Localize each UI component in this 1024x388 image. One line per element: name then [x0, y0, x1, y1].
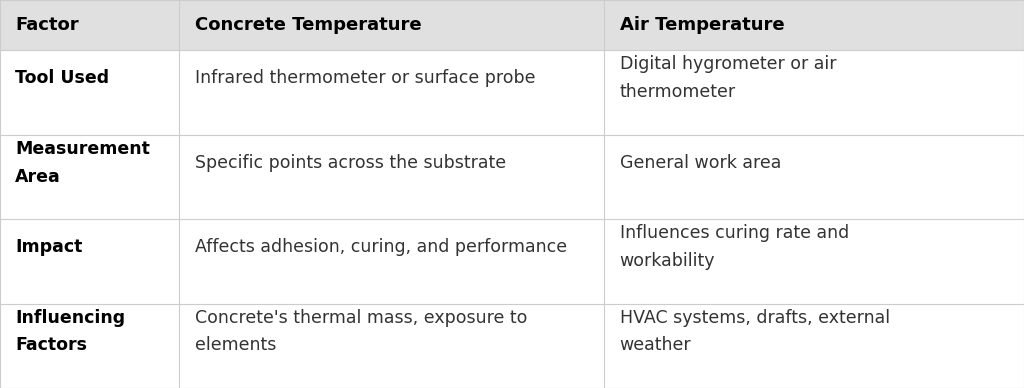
Text: Influencing
Factors: Influencing Factors [15, 308, 126, 354]
Bar [0, 0, 179, 50]
Bar [604, 0, 1024, 50]
Bar [0, 304, 179, 388]
Text: Affects adhesion, curing, and performance: Affects adhesion, curing, and performanc… [195, 238, 566, 256]
Bar [604, 135, 1024, 219]
Bar [0, 135, 179, 219]
Text: Digital hygrometer or air
thermometer: Digital hygrometer or air thermometer [620, 55, 836, 101]
Bar [604, 304, 1024, 388]
Text: HVAC systems, drafts, external
weather: HVAC systems, drafts, external weather [620, 308, 890, 354]
Bar [604, 50, 1024, 135]
Bar [179, 135, 604, 219]
Text: Concrete Temperature: Concrete Temperature [195, 16, 421, 34]
Bar [179, 50, 604, 135]
Text: Influences curing rate and
workability: Influences curing rate and workability [620, 224, 849, 270]
Text: Tool Used: Tool Used [15, 69, 110, 87]
Text: General work area: General work area [620, 154, 781, 171]
Text: Factor: Factor [15, 16, 79, 34]
Text: Concrete's thermal mass, exposure to
elements: Concrete's thermal mass, exposure to ele… [195, 308, 527, 354]
Text: Specific points across the substrate: Specific points across the substrate [195, 154, 506, 171]
Text: Air Temperature: Air Temperature [620, 16, 784, 34]
Bar [0, 50, 179, 135]
Bar [179, 219, 604, 304]
Text: Measurement
Area: Measurement Area [15, 140, 151, 185]
Text: Impact: Impact [15, 238, 83, 256]
Text: Infrared thermometer or surface probe: Infrared thermometer or surface probe [195, 69, 536, 87]
Bar [179, 0, 604, 50]
Bar [179, 304, 604, 388]
Bar [604, 219, 1024, 304]
Bar [0, 219, 179, 304]
